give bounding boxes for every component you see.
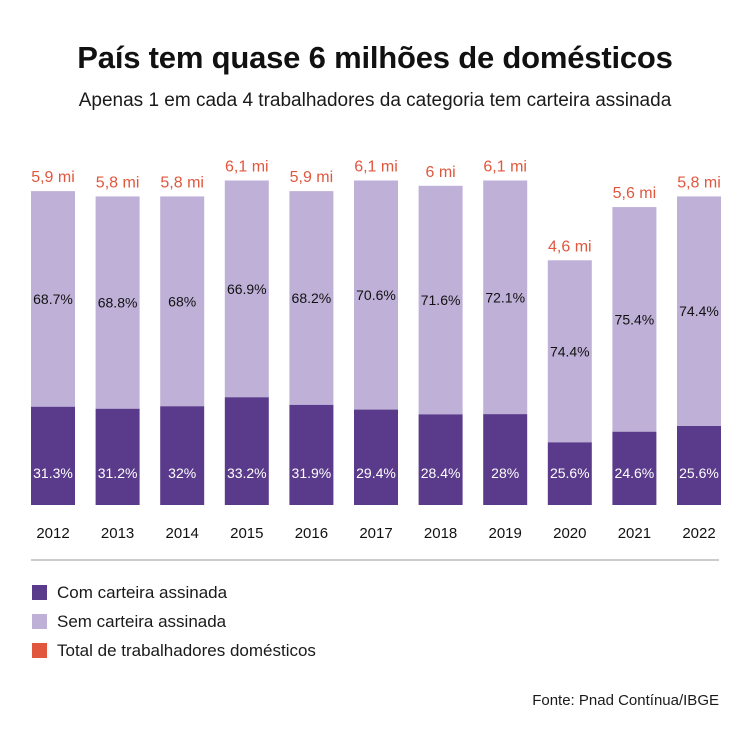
legend-swatch-total (32, 643, 47, 658)
x-tick-2019: 2019 (489, 525, 522, 542)
bar-com-2015 (224, 397, 269, 505)
bar-com-2017 (354, 409, 398, 505)
sem-label-2014: 68% (168, 293, 196, 309)
legend-item-com: Com carteira assinada (32, 578, 316, 607)
chart-subtitle: Apenas 1 em cada 4 trabalhadores da cate… (78, 90, 672, 111)
bar-sem-2015 (224, 180, 269, 398)
sem-label-2017: 70.6% (356, 287, 396, 303)
x-tick-2020: 2020 (553, 525, 586, 542)
legend-label-total: Total de trabalhadores domésticos (57, 640, 316, 660)
bar-sem-2018 (418, 185, 463, 415)
bar-sem-2020 (547, 260, 592, 443)
bar-com-2013 (95, 408, 140, 505)
legend-item-total: Total de trabalhadores domésticos (32, 636, 316, 665)
legend: Com carteira assinada Sem carteira assin… (32, 578, 316, 665)
com-label-2014: 32% (168, 465, 196, 481)
com-label-2013: 31.2% (98, 465, 138, 481)
bar-com-2016 (289, 404, 334, 505)
bar-sem-2021 (612, 207, 657, 432)
x-tick-2014: 2014 (166, 525, 199, 542)
chart-title: País tem quase 6 milhões de domésticos (77, 40, 673, 75)
x-tick-2015: 2015 (230, 525, 263, 542)
com-label-2019: 28% (491, 465, 519, 481)
bar-sem-2016 (289, 191, 334, 405)
com-label-2018: 28.4% (421, 465, 461, 481)
sem-label-2013: 68.8% (98, 295, 138, 311)
bar-sem-2017 (354, 180, 398, 410)
sem-label-2018: 71.6% (421, 292, 461, 308)
bar-com-2014 (160, 406, 205, 505)
source-note: Fonte: Pnad Contínua/IBGE (532, 692, 719, 709)
com-label-2020: 25.6% (550, 465, 590, 481)
bar-com-2012 (31, 406, 75, 505)
total-label-2014: 5,8 mi (160, 174, 204, 191)
total-label-2020: 4,6 mi (548, 238, 592, 255)
x-tick-2012: 2012 (36, 525, 69, 542)
x-tick-2016: 2016 (295, 525, 328, 542)
total-label-2017: 6,1 mi (354, 158, 398, 175)
total-label-2022: 5,8 mi (677, 174, 721, 191)
legend-label-sem: Sem carteira assinada (57, 611, 227, 631)
com-label-2022: 25.6% (679, 465, 719, 481)
bar-com-2019 (483, 414, 528, 505)
bar-com-2022 (677, 426, 721, 505)
x-tick-2013: 2013 (101, 525, 134, 542)
total-label-2012: 5,9 mi (31, 169, 75, 186)
legend-item-sem: Sem carteira assinada (32, 607, 316, 636)
com-label-2015: 33.2% (227, 465, 267, 481)
com-label-2012: 31.3% (33, 465, 73, 481)
x-tick-2018: 2018 (424, 525, 457, 542)
sem-label-2019: 72.1% (485, 289, 525, 305)
total-label-2015: 6,1 mi (225, 158, 269, 175)
bar-sem-2022 (677, 196, 721, 427)
bar-sem-2012 (31, 191, 75, 407)
com-label-2021: 24.6% (615, 465, 655, 481)
total-label-2018: 6 mi (425, 164, 455, 181)
bar-com-2021 (612, 431, 657, 505)
sem-label-2012: 68.7% (33, 291, 73, 307)
sem-label-2022: 74.4% (679, 303, 719, 319)
total-label-2019: 6,1 mi (483, 158, 527, 175)
sem-label-2016: 68.2% (292, 290, 332, 306)
bar-sem-2019 (483, 180, 528, 415)
x-tick-2021: 2021 (618, 525, 651, 542)
x-tick-2017: 2017 (359, 525, 392, 542)
bar-sem-2014 (160, 196, 205, 407)
total-label-2013: 5,8 mi (96, 174, 140, 191)
legend-label-com: Com carteira assinada (57, 582, 228, 602)
sem-label-2015: 66.9% (227, 281, 267, 297)
legend-swatch-com (32, 585, 47, 600)
bar-com-2018 (418, 414, 463, 505)
x-tick-2022: 2022 (682, 525, 715, 542)
total-label-2016: 5,9 mi (290, 169, 334, 186)
com-label-2017: 29.4% (356, 465, 396, 481)
total-label-2021: 5,6 mi (613, 185, 657, 202)
sem-label-2020: 74.4% (550, 343, 590, 359)
sem-label-2021: 75.4% (615, 311, 655, 327)
com-label-2016: 31.9% (292, 465, 332, 481)
bar-com-2020 (547, 442, 592, 505)
legend-swatch-sem (32, 614, 47, 629)
bar-sem-2013 (95, 196, 140, 409)
